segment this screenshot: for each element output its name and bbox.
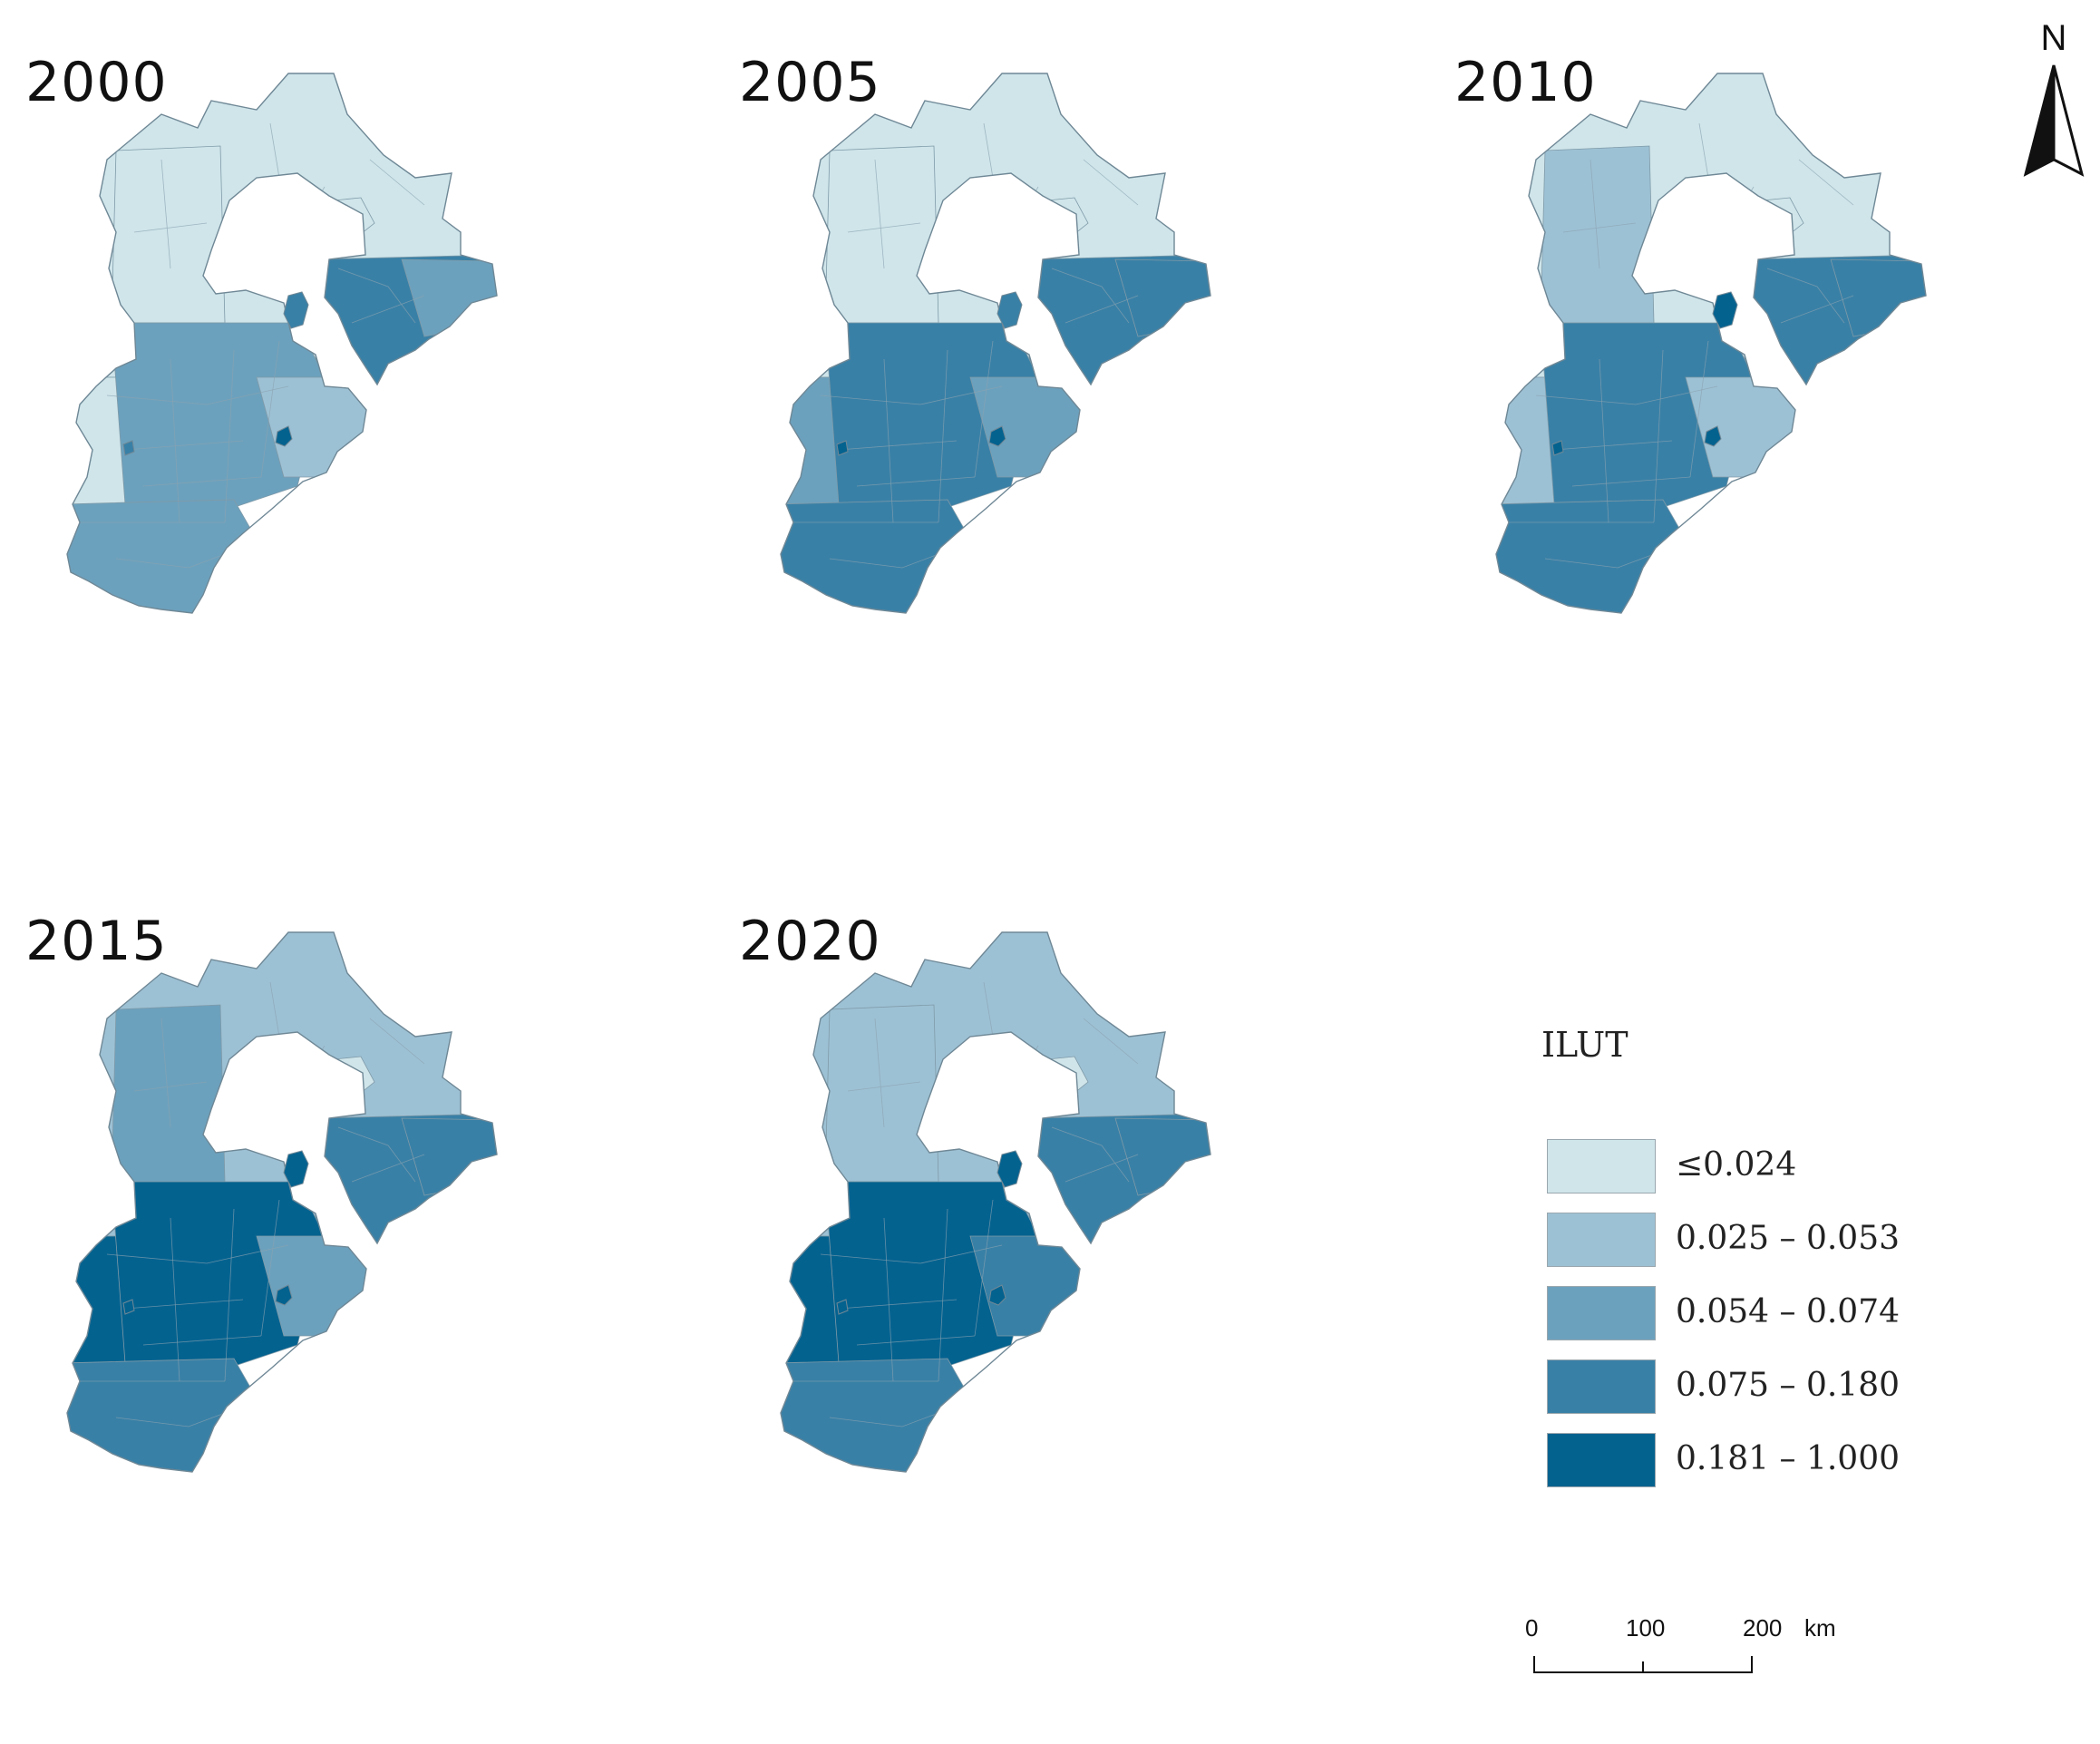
- north-arrow: N: [2013, 18, 2095, 181]
- region-outline: [1495, 73, 1927, 614]
- scale-bar: 0 100 200 km: [1525, 1614, 1836, 1705]
- legend-item: 0.181 – 1.000: [1547, 1433, 1964, 1487]
- county-border: [1051, 159, 1139, 324]
- legend-label: ≤0.024: [1676, 1146, 1797, 1184]
- legend-label: 0.075 – 0.180: [1676, 1367, 1901, 1404]
- island-zone: [997, 1150, 1023, 1188]
- scale-bar-line: [1533, 1656, 1753, 1673]
- city-spot: [988, 425, 1006, 447]
- county-border: [1509, 385, 1718, 523]
- island-zone: [1712, 291, 1738, 329]
- city-spot: [836, 1299, 849, 1315]
- county-border: [1766, 159, 1854, 324]
- county-border: [80, 385, 289, 523]
- county-border: [793, 1244, 1003, 1382]
- city-spot: [836, 440, 849, 456]
- legend-swatch: [1547, 1359, 1656, 1414]
- panel-year: 2000: [25, 51, 168, 114]
- county-border: [847, 122, 1039, 269]
- choropleth-zones: [781, 932, 1210, 1472]
- county-border: [1051, 1018, 1139, 1183]
- legend-label: 0.181 – 1.000: [1676, 1440, 1901, 1477]
- choropleth-zones: [67, 932, 497, 1472]
- county-border: [1544, 340, 1709, 569]
- legend-label: 0.025 – 0.053: [1676, 1220, 1901, 1257]
- county-border: [829, 340, 994, 569]
- choropleth-zones: [781, 73, 1210, 613]
- legend-swatch: [1547, 1286, 1656, 1340]
- panel-year: 2010: [1454, 51, 1597, 114]
- panel-year: 2020: [739, 910, 881, 973]
- scale-tick-label: 0: [1525, 1614, 1539, 1642]
- legend-item: 0.054 – 0.074: [1547, 1286, 1964, 1340]
- county-border: [793, 385, 1003, 523]
- choropleth-zones: [67, 73, 497, 613]
- legend-swatch: [1547, 1433, 1656, 1487]
- legend-title: ILUT: [1541, 1025, 1628, 1065]
- map-panel-2005: 2005: [739, 51, 1428, 885]
- zone-w: [1540, 145, 1655, 324]
- county-border: [133, 122, 326, 269]
- north-label: N: [2040, 18, 2067, 58]
- region-map: [780, 931, 1211, 1473]
- legend-swatch: [1547, 1139, 1656, 1194]
- legend-item: 0.025 – 0.053: [1547, 1213, 1964, 1267]
- county-border: [829, 1199, 994, 1427]
- region-map: [66, 931, 498, 1473]
- scale-tick-label: 200: [1743, 1614, 1783, 1642]
- county-border: [115, 1199, 280, 1427]
- map-panel-2000: 2000: [25, 51, 715, 885]
- city-spot: [122, 440, 135, 456]
- choropleth-zones: [1496, 73, 1926, 613]
- county-border: [133, 981, 326, 1128]
- legend-item: ≤0.024: [1547, 1139, 1964, 1194]
- county-border: [115, 340, 280, 569]
- panel-year: 2015: [25, 910, 168, 973]
- county-border: [1562, 122, 1755, 269]
- region-outline: [780, 931, 1211, 1473]
- zone-w: [824, 1004, 939, 1183]
- legend: ILUT ≤0.024 0.025 – 0.053 0.054 – 0.074 …: [1541, 1025, 1977, 1515]
- island-zone: [283, 1150, 309, 1188]
- county-border: [847, 981, 1039, 1128]
- region-map: [66, 73, 498, 614]
- zone-w: [824, 145, 939, 324]
- panel-year: 2005: [739, 51, 881, 114]
- region-outline: [66, 931, 498, 1473]
- county-border: [337, 1018, 425, 1183]
- region-outline: [780, 73, 1211, 614]
- city-spot: [122, 1299, 135, 1315]
- map-panel-2015: 2015: [25, 910, 715, 1744]
- county-border: [337, 159, 425, 324]
- county-border: [80, 1244, 289, 1382]
- region-map: [1495, 73, 1927, 614]
- scale-unit: km: [1804, 1614, 1836, 1642]
- map-panel-2020: 2020: [739, 910, 1428, 1744]
- legend-label: 0.054 – 0.074: [1676, 1293, 1901, 1330]
- zone-w: [111, 145, 226, 324]
- legend-item: 0.075 – 0.180: [1547, 1359, 1964, 1414]
- zone-w: [111, 1004, 226, 1183]
- legend-swatch: [1547, 1213, 1656, 1267]
- city-spot: [275, 425, 293, 447]
- north-arrow-icon: [2023, 64, 2085, 177]
- city-spot: [275, 1284, 293, 1306]
- scale-tick-label: 100: [1626, 1614, 1666, 1642]
- city-spot: [1551, 440, 1564, 456]
- city-spot: [1704, 425, 1722, 447]
- city-spot: [988, 1284, 1006, 1306]
- island-zone: [997, 291, 1023, 329]
- region-map: [780, 73, 1211, 614]
- island-zone: [283, 291, 309, 329]
- map-panel-2010: 2010: [1454, 51, 2100, 885]
- region-outline: [66, 73, 498, 614]
